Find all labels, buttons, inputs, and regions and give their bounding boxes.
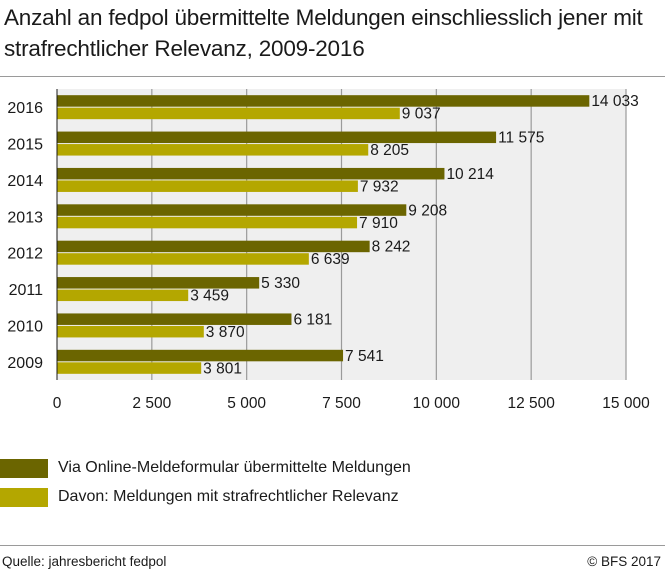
x-tick-label: 5 000 <box>227 395 266 412</box>
y-tick-label: 2016 <box>7 100 43 117</box>
x-tick-label: 2 500 <box>132 395 171 412</box>
bar <box>57 95 590 107</box>
y-tick-label: 2010 <box>7 318 43 335</box>
footer-divider <box>0 545 665 546</box>
bar <box>57 144 369 156</box>
chart-title: Anzahl an fedpol übermittelte Meldungen … <box>4 5 643 61</box>
data-label: 7 910 <box>359 215 398 232</box>
y-tick-label: 2009 <box>7 355 43 372</box>
data-label: 7 541 <box>345 348 384 365</box>
bar <box>57 325 204 338</box>
data-label: 8 242 <box>372 239 411 256</box>
bar <box>57 277 260 289</box>
bar <box>57 167 445 180</box>
data-label: 10 214 <box>446 166 494 183</box>
bar <box>57 313 292 325</box>
bar-chart: 0 2 500 5 000 7 500 10 000 12 500 15 000 2016 14… <box>7 89 650 412</box>
legend-label-series-2: Davon: Meldungen mit strafrechtlicher Re… <box>58 488 399 505</box>
bar <box>57 289 189 302</box>
bar <box>57 362 202 374</box>
copyright-note: © BFS 2017 <box>587 554 661 569</box>
data-label: 6 639 <box>311 251 350 268</box>
data-label: 6 181 <box>293 311 332 328</box>
bar <box>57 240 370 253</box>
data-label: 9 208 <box>408 202 447 219</box>
bar <box>57 131 497 144</box>
bar <box>57 107 400 120</box>
x-tick-label: 12 500 <box>507 395 555 412</box>
data-label: 5 330 <box>261 275 300 292</box>
y-tick-label: 2014 <box>7 173 43 190</box>
bar <box>57 253 309 265</box>
data-label: 9 037 <box>402 106 441 123</box>
legend-label-series-1: Via Online-Meldeformular übermittelte Me… <box>58 459 411 476</box>
data-label: 14 033 <box>591 93 638 110</box>
data-label: 11 575 <box>498 130 544 147</box>
y-tick-label: 2011 <box>9 282 44 299</box>
data-label: 3 801 <box>203 360 242 377</box>
source-note: Quelle: jahresbericht fedpol <box>2 554 167 569</box>
legend-swatch-series-2 <box>0 487 48 507</box>
legend-item-series-1: Via Online-Meldeformular übermittelte Me… <box>0 457 411 479</box>
bar <box>57 216 358 229</box>
legend-item-series-2: Davon: Meldungen mit strafrechtlicher Re… <box>0 486 399 508</box>
data-label: 7 932 <box>360 178 399 195</box>
x-tick-label: 15 000 <box>602 395 650 412</box>
data-label: 8 205 <box>370 142 409 159</box>
bar <box>57 204 407 216</box>
x-tick-label: 7 500 <box>322 395 361 412</box>
y-tick-label: 2015 <box>7 137 43 154</box>
y-tick-label: 2012 <box>7 246 43 263</box>
data-label: 3 459 <box>190 288 229 305</box>
bar <box>57 349 344 362</box>
bar <box>57 180 358 192</box>
legend-swatch-series-1 <box>0 458 48 478</box>
x-tick-label: 0 <box>53 395 62 412</box>
y-tick-label: 2013 <box>7 209 43 226</box>
data-label: 3 870 <box>206 324 245 341</box>
title-divider <box>0 76 665 77</box>
x-tick-label: 10 000 <box>413 395 461 412</box>
